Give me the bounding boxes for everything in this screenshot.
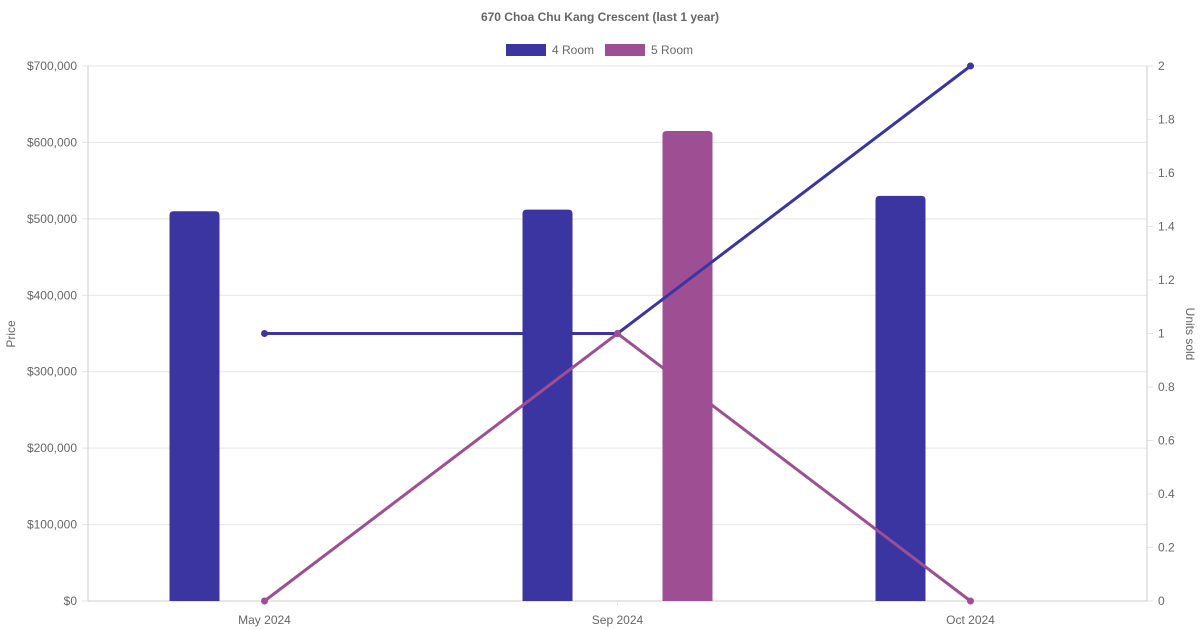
y-tick-label: $600,000 [27,135,77,149]
legend-swatch-4-room [506,44,546,56]
line-4-room [264,64,972,335]
y2-tick-label: 0 [1158,594,1165,608]
y-tick-label: $100,000 [27,518,77,532]
y2-tick-label: 1 [1158,327,1165,341]
legend-label-5-room: 5 Room [651,43,693,57]
y-axis-left-ticks: $0 $100,000 $200,000 $300,000 $400,000 $500,0… [27,59,77,608]
y-tick-label: $400,000 [27,288,77,302]
bar-4-room[interactable] [169,211,220,601]
y2-tick-label: 0.8 [1158,380,1175,394]
lines [261,62,974,605]
y2-tick-label: 0.4 [1158,487,1175,501]
bar-4-room[interactable] [875,195,926,601]
line-5-room [263,331,972,603]
point-5-room[interactable] [967,597,974,605]
y2-tick-label: 1.6 [1158,166,1175,180]
point-5-room[interactable] [614,330,621,337]
legend-item-4-room[interactable]: 4 Room [506,43,594,57]
y-tick-label: $300,000 [27,365,77,379]
y2-tick-label: 1.8 [1158,113,1175,127]
legend-label-4-room: 4 Room [552,43,594,57]
x-tick-label: Oct 2024 [946,613,995,627]
bar-4-room[interactable] [522,209,573,601]
x-tick-label: May 2024 [238,613,291,627]
legend: 4 Room 5 Room [506,43,693,57]
y2-tick-label: 2 [1158,59,1165,73]
x-axis-ticks: May 2024 Sep 2024 Oct 2024 [238,613,995,627]
y-axis-right-ticks: 0 0.2 0.4 0.6 0.8 1 1.2 1.4 1.6 1.8 2 [1158,59,1175,608]
point-4-room[interactable] [967,62,974,70]
legend-swatch-5-room [605,44,645,56]
point-5-room[interactable] [261,597,268,605]
x-tick-label: Sep 2024 [592,613,644,627]
y2-tick-label: 1.2 [1158,273,1175,287]
y-axis-right-label: Units sold [1183,308,1197,361]
y2-tick-label: 1.4 [1158,220,1175,234]
y2-tick-label: 0.6 [1158,434,1175,448]
y-tick-label: $700,000 [27,59,77,73]
y-axis-left-label: Price [4,320,18,348]
chart-title: 670 Choa Chu Kang Crescent (last 1 year) [481,10,719,24]
y2-tick-label: 0.2 [1158,541,1175,555]
bar-5-room[interactable] [662,130,713,601]
bars [169,130,926,601]
y-tick-label: $500,000 [27,212,77,226]
point-4-room[interactable] [261,330,268,337]
y-tick-label: $200,000 [27,441,77,455]
legend-item-5-room[interactable]: 5 Room [605,43,693,57]
y-tick-label: $0 [64,594,78,608]
